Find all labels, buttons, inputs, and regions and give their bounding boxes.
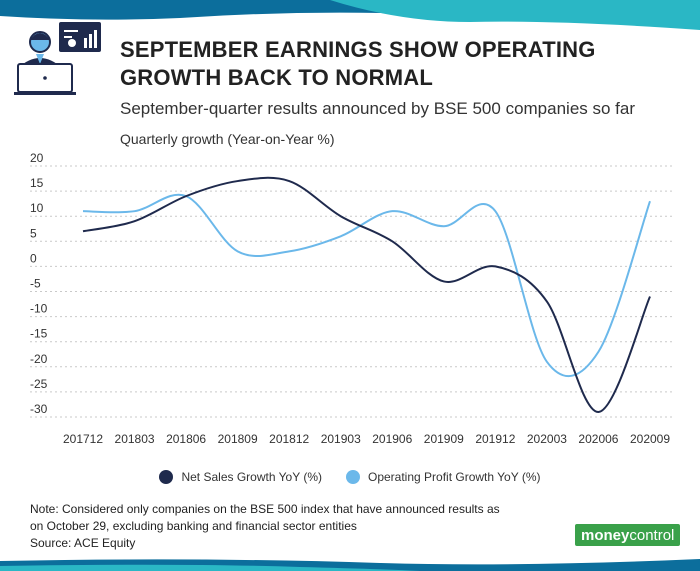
y-tick-label: 15 — [30, 176, 44, 190]
y-tick-label: 5 — [30, 226, 37, 240]
brand-part-1: money — [581, 526, 630, 544]
y-tick-label: 20 — [30, 151, 44, 165]
note-line-2: on October 29, excluding banking and fin… — [30, 519, 357, 533]
top-decorative-band — [0, 0, 700, 30]
y-tick-label: -20 — [30, 352, 48, 366]
analyst-at-laptop-icon — [14, 22, 101, 95]
bottom-decorative-band — [0, 559, 700, 571]
chart-legend: Net Sales Growth YoY (%) Operating Profi… — [0, 470, 700, 484]
x-tick-label: 202009 — [630, 432, 670, 446]
x-tick-label: 201906 — [372, 432, 412, 446]
x-tick-label: 201903 — [321, 432, 361, 446]
moneycontrol-logo: money control — [575, 524, 681, 546]
x-tick-label: 202006 — [578, 432, 618, 446]
y-tick-label: 10 — [30, 201, 44, 215]
y-axis-label: Quarterly growth (Year-on-Year %) — [120, 131, 335, 147]
x-tick-label: 201803 — [115, 432, 155, 446]
legend-label-net-sales: Net Sales Growth YoY (%) — [181, 470, 322, 484]
y-tick-label: 0 — [30, 251, 37, 265]
y-tick-label: -25 — [30, 377, 48, 391]
legend-swatch-net-sales — [159, 470, 174, 484]
chart-subtitle: September-quarter results announced by B… — [120, 99, 636, 118]
series-line-operating-profit — [82, 193, 651, 378]
source-line: Source: ACE Equity — [30, 536, 136, 550]
x-tick-label: 202003 — [527, 432, 567, 446]
chart-title: SEPTEMBER EARNINGS SHOW OPERATING GROWTH… — [120, 37, 596, 90]
legend-item-net-sales: Net Sales Growth YoY (%) — [159, 470, 322, 484]
line-chart: 20 15 10 5 0 -5 -10 -15 -20 -25 -30 201712 201803 201… — [30, 151, 672, 446]
y-tick-label: -5 — [30, 277, 41, 291]
legend-swatch-operating-profit — [345, 470, 360, 484]
y-tick-label: -15 — [30, 327, 48, 341]
series-line-net-sales — [82, 176, 651, 413]
x-tick-label: 201806 — [166, 432, 206, 446]
x-tick-label: 201809 — [218, 432, 258, 446]
x-tick-label: 201712 — [63, 432, 103, 446]
footnote: Note: Considered only companies on the B… — [30, 501, 550, 552]
legend-label-operating-profit: Operating Profit Growth YoY (%) — [367, 470, 541, 484]
y-tick-label: -30 — [30, 402, 48, 416]
y-tick-label: -10 — [30, 302, 48, 316]
brand-part-2: control — [629, 526, 675, 544]
x-tick-label: 201909 — [424, 432, 464, 446]
note-line-1: Note: Considered only companies on the B… — [30, 502, 500, 516]
x-tick-label: 201812 — [269, 432, 309, 446]
x-tick-label: 201912 — [475, 432, 515, 446]
legend-item-operating-profit: Operating Profit Growth YoY (%) — [345, 470, 541, 484]
